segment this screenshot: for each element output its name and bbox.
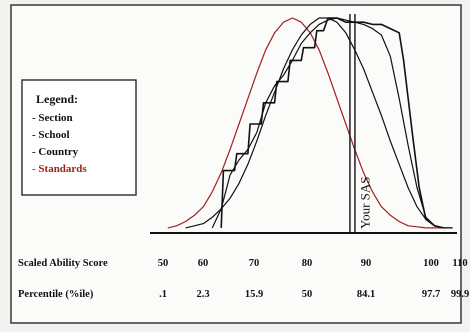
score-tick-50: 50 bbox=[158, 258, 169, 269]
legend-item-standards: - Standards bbox=[32, 163, 87, 175]
series-line-country bbox=[185, 17, 453, 229]
legend-item-school: - School bbox=[32, 129, 70, 141]
score-tick-60: 60 bbox=[198, 258, 209, 269]
percentile-value-15-9: 15.9 bbox=[245, 289, 263, 300]
score-tick-70: 70 bbox=[249, 258, 260, 269]
your-sas-label: Your SAS bbox=[357, 176, 372, 229]
score-tick-80: 80 bbox=[302, 258, 313, 269]
legend: Legend: - Section - School - Country - Stand… bbox=[32, 92, 87, 175]
legend-box bbox=[21, 79, 137, 196]
legend-item-country: - Country bbox=[32, 146, 79, 158]
legend-title: Legend: bbox=[36, 92, 78, 106]
score-tick-100: 100 bbox=[423, 258, 439, 269]
percentile-value-84-1: 84.1 bbox=[357, 289, 375, 300]
series-line-section bbox=[220, 17, 444, 229]
percentile-value-50: 50 bbox=[302, 289, 313, 300]
score-tick-90: 90 bbox=[361, 258, 372, 269]
score-tick-110: 110 bbox=[452, 258, 467, 269]
percentile-row-label: Percentile (%ile) bbox=[18, 289, 94, 300]
percentile-value-99-9: 99.9 bbox=[451, 289, 469, 300]
series-group bbox=[167, 17, 453, 229]
your-sas-marker: Your SAS bbox=[349, 14, 372, 232]
percentile-value-97-7: 97.7 bbox=[422, 289, 440, 300]
percentile-value-1: .1 bbox=[159, 289, 167, 300]
score-table: Scaled Ability Score 50 60 70 80 90 100 110 Perc… bbox=[18, 258, 469, 300]
percentile-value-2-3: 2.3 bbox=[196, 289, 209, 300]
legend-item-section: - Section bbox=[32, 112, 73, 124]
score-row-label: Scaled Ability Score bbox=[18, 258, 108, 269]
